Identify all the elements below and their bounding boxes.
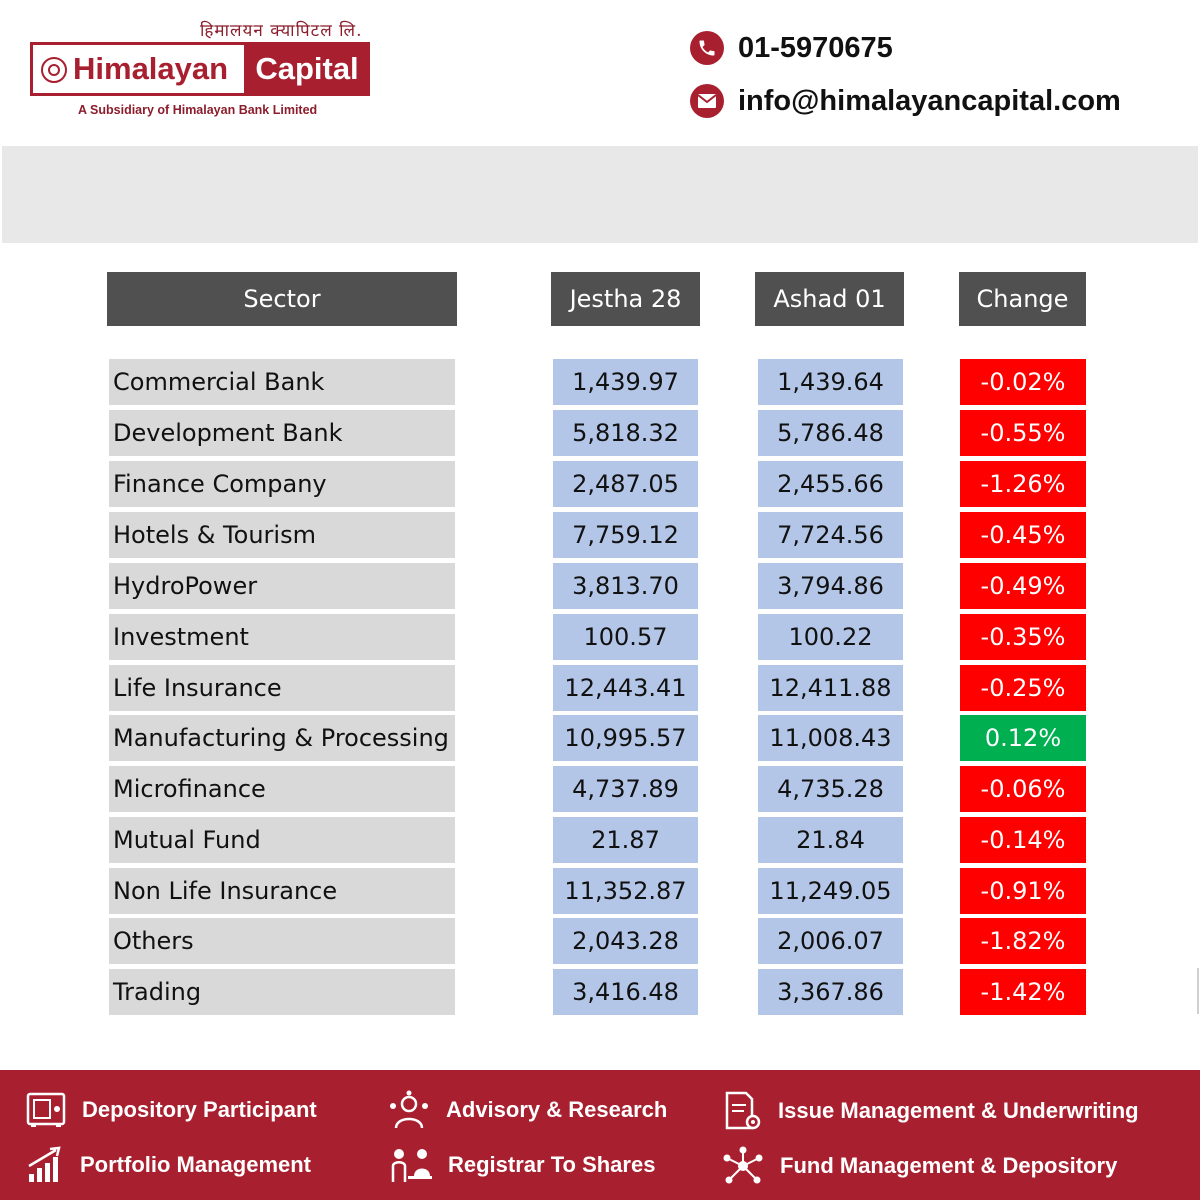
table-row-change: -0.02% xyxy=(960,359,1086,405)
table-row-change: -0.14% xyxy=(960,817,1086,863)
table-row-change: 0.12% xyxy=(960,715,1086,761)
table-row-sector: Trading xyxy=(109,969,455,1015)
service-label: Registrar To Shares xyxy=(448,1152,656,1177)
contact-phone[interactable]: 01-5970675 xyxy=(690,31,893,65)
contact-email[interactable]: info@himalayancapital.com xyxy=(690,84,1121,118)
table-row-sector: Microfinance xyxy=(109,766,455,812)
logo-word-capital: Capital xyxy=(244,45,370,93)
phone-number[interactable]: 01-5970675 xyxy=(738,31,893,64)
table-row-change: -0.49% xyxy=(960,563,1086,609)
phone-icon xyxy=(690,31,724,65)
table-row-change: -1.42% xyxy=(960,969,1086,1015)
table-row-ashad: 5,786.48 xyxy=(758,410,903,456)
table-row-ashad: 3,794.86 xyxy=(758,563,903,609)
table-row-change: -0.45% xyxy=(960,512,1086,558)
table-row-sector: Investment xyxy=(109,614,455,660)
table-row-ashad: 11,008.43 xyxy=(758,715,903,761)
table-row-sector: Non Life Insurance xyxy=(109,868,455,914)
table-row-change: -0.06% xyxy=(960,766,1086,812)
table-row-sector: Development Bank xyxy=(109,410,455,456)
service-fund-management[interactable]: Fund Management & Depository xyxy=(722,1146,1117,1186)
service-depository-participant[interactable]: Depository Participant xyxy=(26,1092,317,1128)
table-row-sector: Mutual Fund xyxy=(109,817,455,863)
logo-word-himalayan: Himalayan xyxy=(73,51,229,86)
table-row-change: -1.82% xyxy=(960,918,1086,964)
growth-chart-icon xyxy=(28,1146,61,1182)
registrar-icon xyxy=(391,1149,432,1182)
table-row-sector: Life Insurance xyxy=(109,665,455,711)
table-row-ashad: 7,724.56 xyxy=(758,512,903,558)
table-row-sector: HydroPower xyxy=(109,563,455,609)
header-change: Change xyxy=(959,272,1086,326)
table-row-sector: Commercial Bank xyxy=(109,359,455,405)
table-row-sector: Hotels & Tourism xyxy=(109,512,455,558)
table-row-ashad: 3,367.86 xyxy=(758,969,903,1015)
table-row-jestha: 21.87 xyxy=(553,817,698,863)
service-label: Advisory & Research xyxy=(446,1097,668,1122)
email-address[interactable]: info@himalayancapital.com xyxy=(738,84,1121,117)
header-ashad-01: Ashad 01 xyxy=(755,272,904,326)
services-footer: Depository Participant Advisory & Resear… xyxy=(0,1070,1200,1200)
table-row-change: -0.25% xyxy=(960,665,1086,711)
table-row-ashad: 12,411.88 xyxy=(758,665,903,711)
title-band xyxy=(2,146,1198,243)
table-row-sector: Others xyxy=(109,918,455,964)
logo[interactable]: Himalayan Capital xyxy=(30,42,370,96)
service-label: Portfolio Management xyxy=(80,1152,312,1177)
service-portfolio-management[interactable]: Portfolio Management xyxy=(26,1146,311,1184)
safe-icon xyxy=(26,1092,66,1127)
service-registrar-to-shares[interactable]: Registrar To Shares xyxy=(390,1146,655,1184)
table-row-jestha: 10,995.57 xyxy=(553,715,698,761)
service-label: Depository Participant xyxy=(82,1097,317,1122)
mail-icon xyxy=(690,84,724,118)
table-row-ashad: 11,249.05 xyxy=(758,868,903,914)
header-jestha-28: Jestha 28 xyxy=(551,272,700,326)
table-row-ashad: 100.22 xyxy=(758,614,903,660)
table-row-sector: Manufacturing & Processing xyxy=(109,715,455,761)
service-issue-management[interactable]: Issue Management & Underwriting xyxy=(724,1090,1139,1132)
table-row-sector: Finance Company xyxy=(109,461,455,507)
header: हिमालयन क्यापिटल लि. Himalayan Capital A… xyxy=(0,0,1200,136)
table-row-change: -0.91% xyxy=(960,868,1086,914)
service-advisory-research[interactable]: Advisory & Research xyxy=(388,1090,667,1130)
table-row-change: -1.26% xyxy=(960,461,1086,507)
table-row-jestha: 3,813.70 xyxy=(553,563,698,609)
table-row-jestha: 2,487.05 xyxy=(553,461,698,507)
service-label: Fund Management & Depository xyxy=(780,1153,1118,1178)
service-label: Issue Management & Underwriting xyxy=(778,1098,1139,1123)
table-row-jestha: 12,443.41 xyxy=(553,665,698,711)
logo-subtitle: A Subsidiary of Himalayan Bank Limited xyxy=(78,103,318,117)
header-sector: Sector xyxy=(107,272,457,326)
table-row-ashad: 2,455.66 xyxy=(758,461,903,507)
advisor-icon xyxy=(390,1090,428,1129)
emblem-icon xyxy=(41,57,67,83)
table-row-ashad: 1,439.64 xyxy=(758,359,903,405)
network-icon xyxy=(723,1146,763,1184)
document-gear-icon xyxy=(725,1091,761,1130)
divider xyxy=(1197,968,1199,1014)
table-row-jestha: 5,818.32 xyxy=(553,410,698,456)
table-row-ashad: 4,735.28 xyxy=(758,766,903,812)
table-row-jestha: 2,043.28 xyxy=(553,918,698,964)
table-row-change: -0.35% xyxy=(960,614,1086,660)
table-row-jestha: 100.57 xyxy=(553,614,698,660)
table-row-change: -0.55% xyxy=(960,410,1086,456)
table-row-jestha: 11,352.87 xyxy=(553,868,698,914)
table-row-ashad: 21.84 xyxy=(758,817,903,863)
table-row-jestha: 7,759.12 xyxy=(553,512,698,558)
table-row-jestha: 4,737.89 xyxy=(553,766,698,812)
table-row-ashad: 2,006.07 xyxy=(758,918,903,964)
table-row-jestha: 3,416.48 xyxy=(553,969,698,1015)
table-row-jestha: 1,439.97 xyxy=(553,359,698,405)
logo-tagline-nepali: हिमालयन क्यापिटल लि. xyxy=(200,21,363,41)
